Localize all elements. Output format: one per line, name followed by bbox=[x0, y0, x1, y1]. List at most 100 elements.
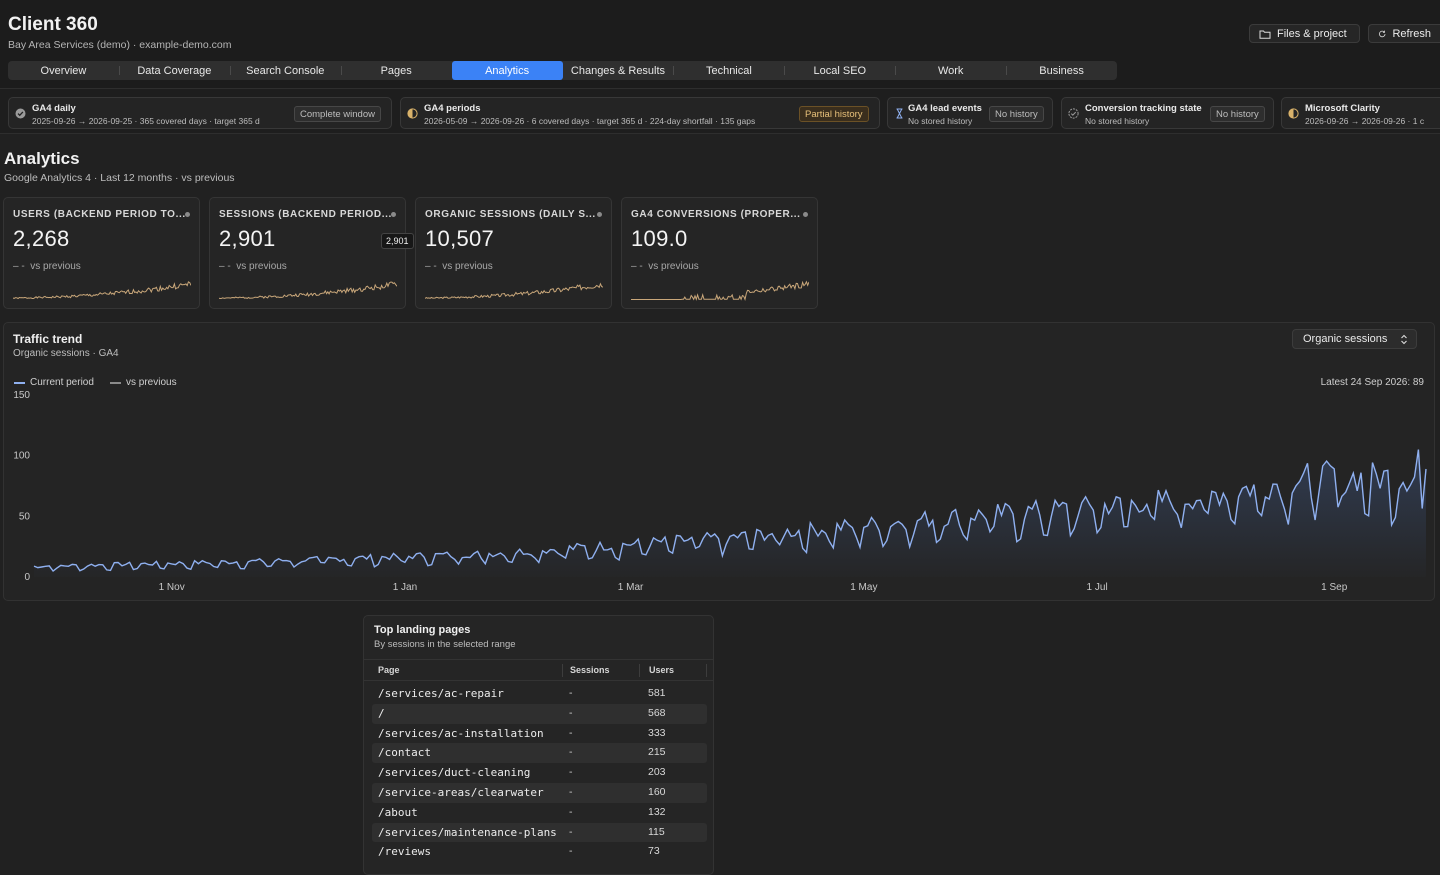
files-project-label: Files & project bbox=[1277, 27, 1347, 40]
table-row[interactable]: /services/maintenance-plans - 115 bbox=[372, 822, 707, 843]
page-cell: /contact bbox=[378, 746, 431, 760]
users-cell: 568 bbox=[648, 706, 666, 719]
client-subtitle: Bay Area Services (demo) · example-demo.… bbox=[8, 39, 232, 51]
sessions-cell: - bbox=[569, 746, 573, 759]
coverage-detail: No stored history bbox=[908, 116, 973, 126]
coverage-title: GA4 daily bbox=[32, 103, 76, 114]
kpi-compare-label: vs previous bbox=[236, 261, 287, 272]
sparkline-path bbox=[631, 280, 809, 301]
sessions-cell: - bbox=[569, 825, 573, 838]
files-project-button[interactable]: Files & project bbox=[1249, 24, 1360, 43]
kpi-compare: – - vs previous bbox=[219, 261, 287, 272]
users-cell: 115 bbox=[648, 825, 665, 838]
coverage-detail: 2025-09-26 → 2026-09-25 · 365 covered da… bbox=[32, 116, 260, 126]
table-row[interactable]: /services/ac-repair - 581 bbox=[372, 684, 707, 704]
series-area bbox=[34, 449, 1426, 577]
table-row[interactable]: /services/ac-installation - 333 bbox=[372, 724, 707, 744]
table-row[interactable]: / - 568 bbox=[372, 703, 707, 724]
table-row[interactable]: /service-areas/clearwater - 160 bbox=[372, 782, 707, 803]
kpi-compare-label: vs previous bbox=[442, 261, 493, 272]
traffic-trend-chart[interactable]: 0 50 100 150 1 Nov 1 Jan 1 Mar 1 May 1 Jul 1 Sep bbox=[4, 323, 1434, 600]
column-divider bbox=[706, 664, 707, 677]
info-dot-icon[interactable] bbox=[803, 212, 808, 217]
column-divider bbox=[639, 664, 640, 677]
info-dot-icon[interactable] bbox=[391, 212, 396, 217]
kpi-card-organic-sessions[interactable]: ORGANIC SESSIONS (DAILY S... 10,507 – - … bbox=[415, 197, 612, 309]
coverage-detail: 2026-09-26 → 2026-09-26 · 1 c bbox=[1305, 116, 1425, 126]
coverage-ga4-daily[interactable]: GA4 daily 2025-09-26 → 2026-09-25 · 365 … bbox=[8, 97, 392, 129]
chevron-updown-icon bbox=[1401, 334, 1407, 345]
tab-pages[interactable]: Pages bbox=[340, 61, 452, 80]
users-cell: 132 bbox=[648, 805, 666, 818]
kpi-value: 2,268 bbox=[13, 226, 70, 251]
sessions-cell: - bbox=[569, 687, 573, 699]
kpi-value: 109.0 bbox=[631, 226, 688, 251]
tab-overview[interactable]: Overview bbox=[40, 64, 87, 77]
tab-search-console[interactable]: Search Console bbox=[229, 61, 341, 80]
tab-changes-results[interactable]: Changes & Results bbox=[570, 64, 666, 77]
column-divider bbox=[562, 664, 563, 677]
table-row[interactable]: /services/duct-cleaning - 203 bbox=[372, 763, 707, 783]
tab-data-coverage[interactable]: Data Coverage bbox=[118, 61, 230, 80]
coverage-microsoft-clarity[interactable]: Microsoft Clarity 2026-09-26 → 2026-09-2… bbox=[1281, 97, 1440, 129]
coverage-conversion-tracking[interactable]: Conversion tracking state No stored hist… bbox=[1061, 97, 1274, 129]
y-tick-label: 0 bbox=[24, 572, 30, 583]
refresh-button[interactable]: Refresh bbox=[1368, 24, 1440, 43]
legend-label: Current period bbox=[30, 377, 94, 388]
kpi-value: 10,507 bbox=[425, 226, 495, 251]
kpi-delta: – - bbox=[219, 261, 231, 272]
sessions-cell: - bbox=[569, 766, 573, 779]
coverage-ga4-lead-events[interactable]: GA4 lead events No stored history No his… bbox=[887, 97, 1053, 129]
info-dot-icon[interactable] bbox=[597, 212, 602, 217]
kpi-card-users[interactable]: USERS (BACKEND PERIOD TO... 2,268 – - vs… bbox=[3, 197, 200, 309]
status-badge: Complete window bbox=[294, 106, 381, 122]
main-tabs: Overview Data Coverage Search Console Pages… bbox=[8, 61, 1117, 80]
kpi-compare: – - vs previous bbox=[631, 261, 699, 272]
page-cell: / bbox=[378, 706, 385, 720]
sparkline-path bbox=[13, 281, 191, 300]
x-tick-label: 1 Jan bbox=[393, 582, 417, 593]
kpi-card-sessions[interactable]: SESSIONS (BACKEND PERIOD... 2,901 – - vs… bbox=[209, 197, 406, 309]
kpi-delta: – - bbox=[13, 261, 25, 272]
coverage-bar: GA4 daily 2025-09-26 → 2026-09-25 · 365 … bbox=[0, 88, 1440, 134]
page-cell: /service-areas/clearwater bbox=[378, 785, 544, 799]
kpi-delta: – - bbox=[631, 261, 643, 272]
info-dot-icon[interactable] bbox=[185, 212, 190, 217]
sparkline-path bbox=[219, 281, 397, 300]
column-header-sessions[interactable]: Sessions bbox=[570, 665, 610, 675]
tab-analytics[interactable]: Analytics bbox=[451, 61, 563, 80]
tab-local-seo[interactable]: Local SEO bbox=[784, 61, 895, 80]
latest-value: Latest 24 Sep 2026: 89 bbox=[1320, 377, 1424, 388]
section-subtitle: Google Analytics 4 · Last 12 months · vs… bbox=[4, 172, 235, 184]
tab-work[interactable]: Work bbox=[895, 61, 1006, 80]
half-circle-icon bbox=[1288, 108, 1299, 119]
table-header: Page Sessions Users bbox=[364, 659, 713, 681]
refresh-icon bbox=[1379, 30, 1386, 37]
coverage-detail: No stored history bbox=[1085, 116, 1150, 126]
traffic-trend-panel: Traffic trend Organic sessions · GA4 Org… bbox=[3, 322, 1435, 601]
kpi-delta: – - bbox=[425, 261, 437, 272]
sessions-cell: - bbox=[569, 706, 573, 719]
page-cell: /services/ac-repair bbox=[378, 687, 504, 700]
legend-label: vs previous bbox=[126, 377, 177, 388]
kpi-label: GA4 CONVERSIONS (PROPER... bbox=[631, 209, 801, 220]
dashed-check-icon bbox=[1068, 108, 1079, 119]
table-row[interactable]: /reviews - 73 bbox=[372, 842, 707, 862]
coverage-detail: 2026-05-09 → 2026-09-26 · 6 covered days… bbox=[424, 116, 756, 126]
kpi-card-conversions[interactable]: GA4 CONVERSIONS (PROPER... 109.0 – - vs … bbox=[621, 197, 818, 309]
legend-current: Current period bbox=[14, 377, 94, 388]
column-header-users[interactable]: Users bbox=[649, 665, 675, 675]
tab-business[interactable]: Business bbox=[1006, 61, 1117, 80]
coverage-title: Microsoft Clarity bbox=[1305, 103, 1380, 114]
kpi-value: 2,901 bbox=[219, 226, 276, 251]
app-header: Client 360 Bay Area Services (demo) · ex… bbox=[0, 0, 1440, 88]
kpi-compare-label: vs previous bbox=[648, 261, 699, 272]
table-row[interactable]: /contact - 215 bbox=[372, 743, 707, 764]
metric-select[interactable]: Organic sessions bbox=[1292, 329, 1417, 349]
value-tooltip: 2,901 bbox=[381, 233, 414, 249]
table-row[interactable]: /about - 132 bbox=[372, 803, 707, 823]
users-cell: 215 bbox=[648, 746, 666, 759]
column-header-page[interactable]: Page bbox=[378, 665, 400, 675]
coverage-ga4-periods[interactable]: GA4 periods 2026-05-09 → 2026-09-26 · 6 … bbox=[400, 97, 880, 129]
tab-technical[interactable]: Technical bbox=[673, 61, 784, 80]
